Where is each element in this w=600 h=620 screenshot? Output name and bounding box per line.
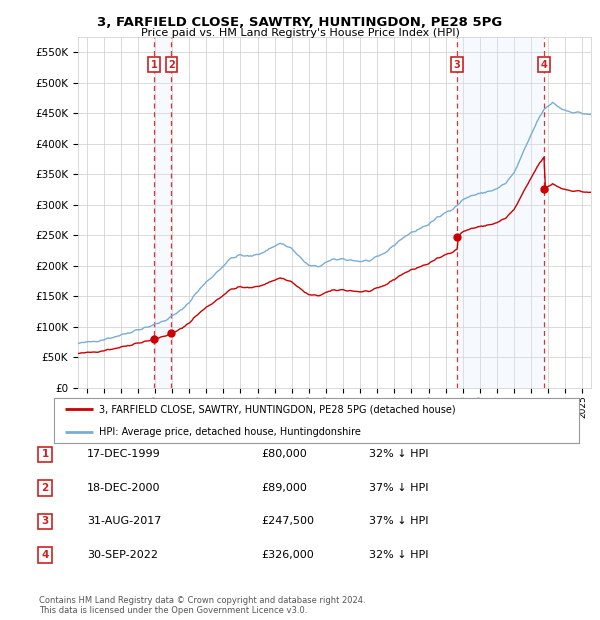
Text: Contains HM Land Registry data © Crown copyright and database right 2024.
This d: Contains HM Land Registry data © Crown c… xyxy=(39,596,365,615)
Text: 2: 2 xyxy=(168,60,175,69)
Text: 2: 2 xyxy=(41,483,49,493)
Text: 3: 3 xyxy=(41,516,49,526)
Text: 1: 1 xyxy=(151,60,158,69)
Text: 3: 3 xyxy=(454,60,460,69)
Text: 18-DEC-2000: 18-DEC-2000 xyxy=(87,483,161,493)
Text: 31-AUG-2017: 31-AUG-2017 xyxy=(87,516,161,526)
Text: 4: 4 xyxy=(541,60,547,69)
Text: 32% ↓ HPI: 32% ↓ HPI xyxy=(369,450,428,459)
Text: 17-DEC-1999: 17-DEC-1999 xyxy=(87,450,161,459)
Text: 32% ↓ HPI: 32% ↓ HPI xyxy=(369,550,428,560)
Text: HPI: Average price, detached house, Huntingdonshire: HPI: Average price, detached house, Hunt… xyxy=(98,427,361,437)
Text: 1: 1 xyxy=(41,450,49,459)
Text: £80,000: £80,000 xyxy=(261,450,307,459)
Text: £326,000: £326,000 xyxy=(261,550,314,560)
Text: 30-SEP-2022: 30-SEP-2022 xyxy=(87,550,158,560)
Text: 37% ↓ HPI: 37% ↓ HPI xyxy=(369,483,428,493)
Text: £247,500: £247,500 xyxy=(261,516,314,526)
Bar xyxy=(457,37,544,387)
Text: £89,000: £89,000 xyxy=(261,483,307,493)
Text: 37% ↓ HPI: 37% ↓ HPI xyxy=(369,516,428,526)
Bar xyxy=(154,37,172,387)
Text: 4: 4 xyxy=(41,550,49,560)
Text: 3, FARFIELD CLOSE, SAWTRY, HUNTINGDON, PE28 5PG: 3, FARFIELD CLOSE, SAWTRY, HUNTINGDON, P… xyxy=(97,16,503,29)
Text: Price paid vs. HM Land Registry's House Price Index (HPI): Price paid vs. HM Land Registry's House … xyxy=(140,28,460,38)
Text: 3, FARFIELD CLOSE, SAWTRY, HUNTINGDON, PE28 5PG (detached house): 3, FARFIELD CLOSE, SAWTRY, HUNTINGDON, P… xyxy=(98,404,455,414)
